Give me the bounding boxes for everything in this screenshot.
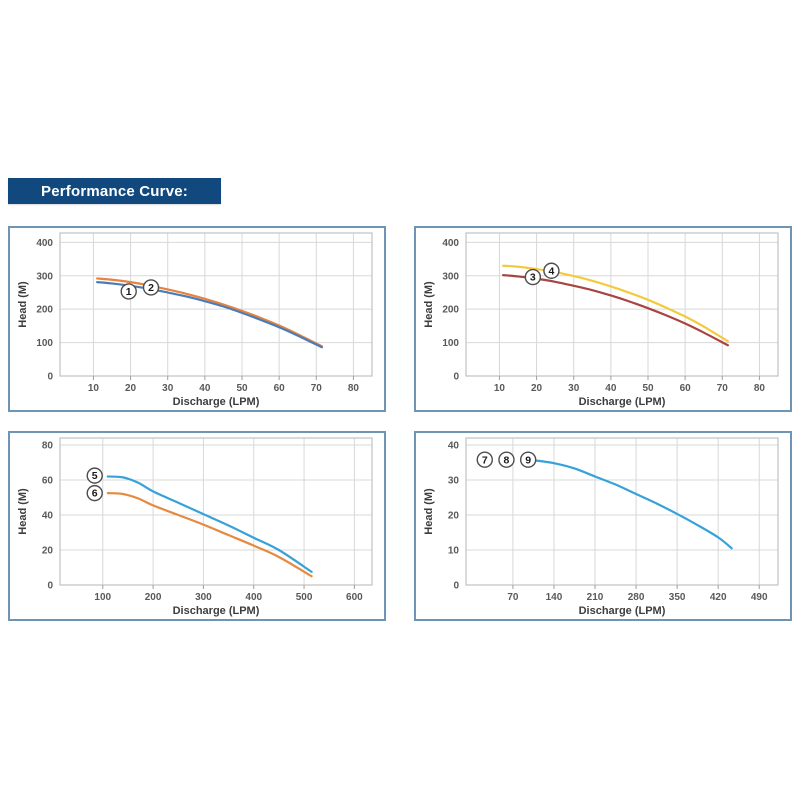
x-tick-label: 50 <box>642 383 654 394</box>
y-tick-label: 400 <box>36 238 53 249</box>
curve-number-label: 7 <box>482 454 488 466</box>
y-tick-label: 0 <box>47 372 53 383</box>
chart-2-canvas: 10 20 30 40 50 60 70 80 0 100 200 300 400 3 4 Discharge… <box>423 232 779 408</box>
curve-7-8-9 <box>534 459 733 550</box>
y-tick-label: 20 <box>448 511 460 522</box>
x-tick-label: 400 <box>245 592 262 603</box>
curve-number-badge-9 <box>519 451 537 468</box>
plot-area <box>466 438 778 585</box>
curve-4 <box>502 264 729 343</box>
y-tick-label: 100 <box>442 338 459 349</box>
curve-number-label: 3 <box>530 272 536 284</box>
curve-number-badge-3 <box>524 268 542 286</box>
x-tick-label: 20 <box>531 383 543 394</box>
x-tick-label: 80 <box>754 383 766 394</box>
plot-border <box>59 437 373 586</box>
plot-border <box>465 437 779 586</box>
y-axis-label: Head (M) <box>423 488 435 535</box>
x-tick-label: 40 <box>605 383 617 394</box>
curve-number-badge-7 <box>476 451 493 468</box>
chart-panel-pumps-7-8-9: 70 140 210 280 350 420 490 0 10 20 30 40 7 8 9 Discharg… <box>414 431 792 621</box>
x-tick-label: 40 <box>199 383 211 394</box>
plot-area <box>60 438 372 585</box>
curve-number-label: 9 <box>525 454 531 466</box>
curve-number-badge-6 <box>86 484 103 502</box>
y-axis-label: Head (M) <box>17 488 29 535</box>
x-tick-label: 20 <box>125 383 137 394</box>
x-axis-label: Discharge (LPM) <box>579 396 666 408</box>
y-tick-label: 400 <box>442 238 459 249</box>
x-axis-label: Discharge (LPM) <box>173 605 260 617</box>
plot-border <box>59 232 373 377</box>
plot-area <box>466 233 778 376</box>
y-tick-label: 300 <box>36 271 53 282</box>
x-axis-label: Discharge (LPM) <box>579 605 666 617</box>
x-tick-label: 70 <box>507 592 519 603</box>
x-tick-label: 210 <box>587 592 604 603</box>
y-tick-label: 80 <box>42 441 54 452</box>
curve-5 <box>106 475 313 573</box>
chart-3-canvas: 100 200 300 400 500 600 0 20 40 60 80 5 6 Discharge (… <box>17 437 373 617</box>
y-tick-label: 200 <box>442 305 459 316</box>
y-tick-label: 10 <box>448 546 460 557</box>
x-tick-label: 30 <box>568 383 580 394</box>
x-tick-label: 280 <box>628 592 645 603</box>
curve-number-badge-8 <box>498 451 515 468</box>
y-tick-label: 100 <box>36 338 53 349</box>
curve-number-label: 1 <box>126 286 132 298</box>
x-tick-label: 350 <box>669 592 686 603</box>
chart-4-canvas: 70 140 210 280 350 420 490 0 10 20 30 40 7 8 9 Discharg… <box>423 437 779 617</box>
y-tick-label: 40 <box>448 441 460 452</box>
y-tick-label: 30 <box>448 476 460 487</box>
x-tick-label: 420 <box>710 592 727 603</box>
x-tick-label: 70 <box>717 383 729 394</box>
y-tick-label: 60 <box>42 476 54 487</box>
curve-number-badge-5 <box>86 467 103 484</box>
curve-6 <box>106 492 313 578</box>
y-axis-label: Head (M) <box>423 281 435 328</box>
section-title-bar: Performance Curve: <box>8 178 221 204</box>
x-tick-label: 60 <box>680 383 692 394</box>
y-tick-label: 20 <box>42 546 54 557</box>
curve-number-badge-1 <box>120 283 137 300</box>
curve-number-label: 5 <box>92 470 98 482</box>
chart-1-canvas: 10 20 30 40 50 60 70 80 0 100 200 300 400 1 2 Discharge… <box>17 232 373 408</box>
x-tick-label: 70 <box>311 383 323 394</box>
x-tick-label: 100 <box>94 592 111 603</box>
x-tick-label: 30 <box>162 383 174 394</box>
y-axis-label: Head (M) <box>17 281 29 328</box>
y-tick-label: 0 <box>453 581 459 592</box>
x-tick-label: 10 <box>494 383 506 394</box>
x-tick-label: 50 <box>236 383 248 394</box>
curve-number-badge-4 <box>543 262 560 279</box>
x-tick-label: 600 <box>346 592 363 603</box>
curve-number-label: 6 <box>92 488 98 500</box>
curve-number-badge-2 <box>142 279 160 296</box>
section-title: Performance Curve: <box>41 182 188 200</box>
y-tick-label: 40 <box>42 511 54 522</box>
y-tick-label: 0 <box>47 581 53 592</box>
plot-border <box>465 232 779 377</box>
x-tick-label: 80 <box>348 383 360 394</box>
y-tick-label: 0 <box>453 372 459 383</box>
x-tick-label: 10 <box>88 383 100 394</box>
x-tick-label: 300 <box>195 592 212 603</box>
x-tick-label: 140 <box>546 592 563 603</box>
chart-panel-pumps-3-4: 10 20 30 40 50 60 70 80 0 100 200 300 400 3 4 Discharge… <box>414 226 792 412</box>
chart-panel-pumps-1-2: 10 20 30 40 50 60 70 80 0 100 200 300 400 1 2 Discharge… <box>8 226 386 412</box>
curve-number-label: 2 <box>148 282 154 294</box>
chart-panel-pumps-5-6: 100 200 300 400 500 600 0 20 40 60 80 5 6 Discharge (… <box>8 431 386 621</box>
x-axis-label: Discharge (LPM) <box>173 396 260 408</box>
x-tick-label: 200 <box>145 592 162 603</box>
y-tick-label: 200 <box>36 305 53 316</box>
curve-number-label: 8 <box>504 454 510 466</box>
x-tick-label: 500 <box>296 592 313 603</box>
y-tick-label: 300 <box>442 271 459 282</box>
x-tick-label: 60 <box>274 383 286 394</box>
x-tick-label: 490 <box>751 592 768 603</box>
curve-1 <box>96 277 323 348</box>
curve-number-label: 4 <box>549 265 555 277</box>
